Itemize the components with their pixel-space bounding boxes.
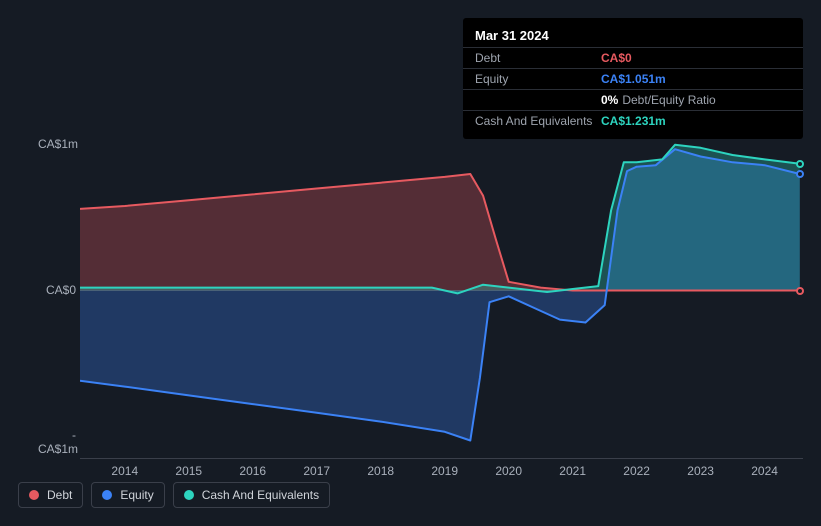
x-tick-label: 2022 [623,464,650,478]
tooltip-row-label: Equity [475,72,601,86]
legend-item-equity[interactable]: Equity [91,482,164,508]
tooltip-date: Mar 31 2024 [463,26,803,47]
legend-swatch [29,490,39,500]
tooltip-row-suffix: Debt/Equity Ratio [622,93,715,107]
tooltip-row-value: CA$1.051m [601,72,666,86]
tooltip-row: 0%Debt/Equity Ratio [463,89,803,110]
x-axis-line [80,458,803,459]
equity-endpoint-marker [796,170,804,178]
legend-item-debt[interactable]: Debt [18,482,83,508]
y-tick-label: CA$1m [38,137,76,151]
legend-label: Equity [120,488,153,502]
legend-label: Debt [47,488,72,502]
cash-endpoint-marker [796,160,804,168]
legend-swatch [102,490,112,500]
legend-item-cash-and-equivalents[interactable]: Cash And Equivalents [173,482,330,508]
chart-tooltip: Mar 31 2024 DebtCA$0EquityCA$1.051m0%Deb… [463,18,803,139]
legend-label: Cash And Equivalents [202,488,319,502]
tooltip-row: EquityCA$1.051m [463,68,803,89]
financial-chart: Mar 31 2024 DebtCA$0EquityCA$1.051m0%Deb… [18,18,803,508]
chart-svg [80,123,803,458]
debt-endpoint-marker [796,287,804,295]
x-tick-label: 2014 [111,464,138,478]
x-tick-label: 2017 [303,464,330,478]
tooltip-row-value: 0%Debt/Equity Ratio [601,93,716,107]
x-tick-label: 2018 [367,464,394,478]
x-tick-label: 2020 [495,464,522,478]
plot-area[interactable] [80,123,803,458]
x-tick-label: 2021 [559,464,586,478]
chart-legend: Debt Equity Cash And Equivalents [18,482,330,508]
y-tick-label: CA$0 [38,283,76,297]
x-tick-label: 2019 [431,464,458,478]
x-tick-label: 2024 [751,464,778,478]
x-tick-label: 2016 [239,464,266,478]
tooltip-row-label [475,93,601,107]
tooltip-row: DebtCA$0 [463,47,803,68]
x-tick-label: 2023 [687,464,714,478]
y-tick-label: -CA$1m [38,428,76,456]
legend-swatch [184,490,194,500]
tooltip-row-label: Debt [475,51,601,65]
x-tick-label: 2015 [175,464,202,478]
tooltip-row-value: CA$0 [601,51,632,65]
